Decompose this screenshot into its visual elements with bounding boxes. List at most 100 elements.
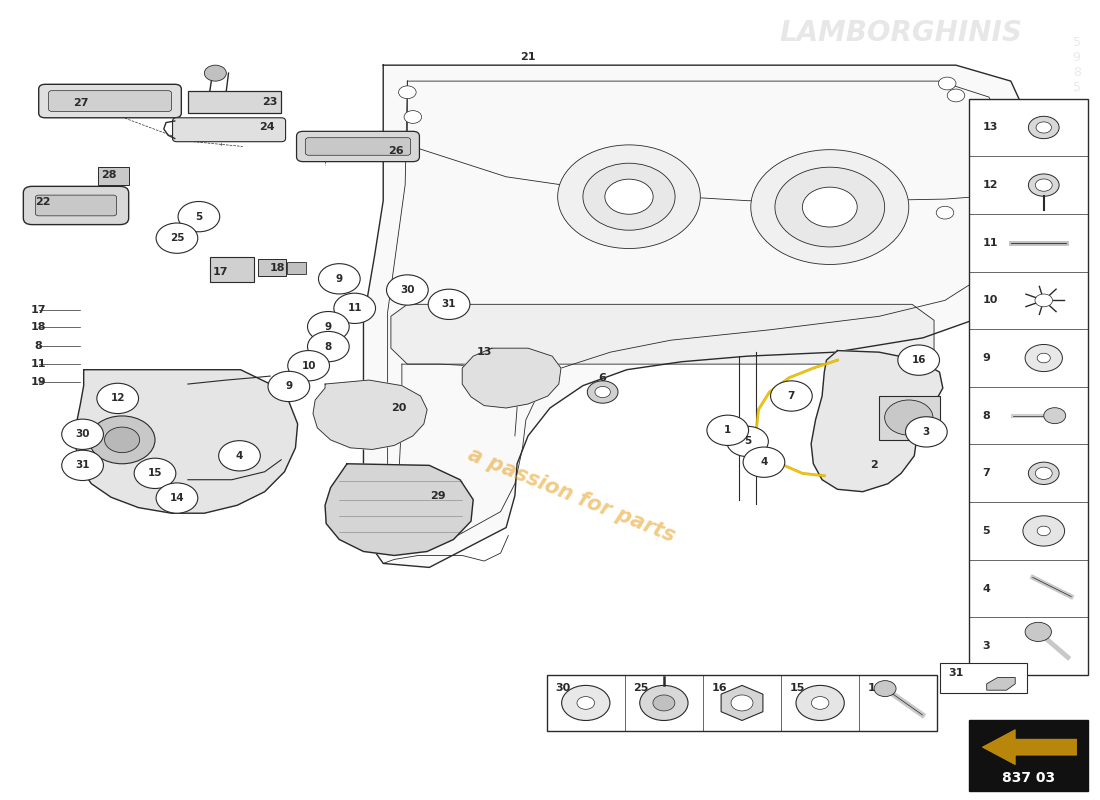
Circle shape bbox=[428, 289, 470, 319]
Circle shape bbox=[205, 65, 227, 81]
Circle shape bbox=[562, 686, 609, 721]
Text: 9: 9 bbox=[285, 382, 293, 391]
FancyBboxPatch shape bbox=[879, 396, 939, 440]
Text: 29: 29 bbox=[430, 490, 446, 501]
Polygon shape bbox=[722, 686, 763, 721]
FancyBboxPatch shape bbox=[306, 138, 410, 155]
Polygon shape bbox=[462, 348, 561, 408]
Circle shape bbox=[1025, 622, 1052, 642]
Text: 25: 25 bbox=[169, 233, 184, 243]
Circle shape bbox=[732, 695, 754, 711]
Text: 18: 18 bbox=[31, 322, 46, 333]
Circle shape bbox=[134, 458, 176, 489]
FancyBboxPatch shape bbox=[188, 90, 282, 113]
Text: 5
9
8
5: 5 9 8 5 bbox=[1072, 36, 1080, 94]
Text: 4: 4 bbox=[760, 457, 768, 467]
FancyBboxPatch shape bbox=[547, 675, 937, 731]
Circle shape bbox=[1023, 516, 1065, 546]
Circle shape bbox=[595, 386, 610, 398]
Text: 14: 14 bbox=[169, 493, 185, 503]
Text: 15: 15 bbox=[147, 468, 163, 478]
Circle shape bbox=[308, 331, 349, 362]
Text: 31: 31 bbox=[442, 299, 456, 310]
Text: 12: 12 bbox=[982, 180, 998, 190]
Text: 30: 30 bbox=[556, 683, 571, 693]
Circle shape bbox=[583, 163, 675, 230]
Polygon shape bbox=[987, 678, 1015, 690]
Polygon shape bbox=[326, 464, 473, 555]
Text: 5: 5 bbox=[982, 526, 990, 536]
Circle shape bbox=[640, 686, 688, 721]
Text: 2: 2 bbox=[870, 460, 878, 470]
FancyBboxPatch shape bbox=[35, 195, 117, 216]
FancyBboxPatch shape bbox=[98, 167, 129, 185]
Circle shape bbox=[1037, 354, 1050, 363]
Circle shape bbox=[268, 371, 310, 402]
Text: 9: 9 bbox=[324, 322, 332, 332]
Text: 8: 8 bbox=[324, 342, 332, 351]
Circle shape bbox=[319, 264, 360, 294]
Text: LAMBORGHINIS: LAMBORGHINIS bbox=[780, 19, 1023, 47]
Circle shape bbox=[1028, 462, 1059, 485]
FancyBboxPatch shape bbox=[287, 262, 307, 274]
FancyBboxPatch shape bbox=[258, 259, 286, 277]
Text: 16: 16 bbox=[712, 683, 727, 693]
Circle shape bbox=[984, 234, 1002, 247]
FancyBboxPatch shape bbox=[210, 257, 254, 282]
Circle shape bbox=[774, 167, 884, 247]
Text: 7: 7 bbox=[982, 468, 990, 478]
FancyBboxPatch shape bbox=[23, 186, 129, 225]
Circle shape bbox=[89, 416, 155, 464]
Text: 837 03: 837 03 bbox=[1002, 771, 1055, 785]
Text: 24: 24 bbox=[260, 122, 275, 131]
Circle shape bbox=[288, 350, 330, 381]
Circle shape bbox=[874, 681, 896, 697]
Circle shape bbox=[156, 483, 198, 514]
Text: 9: 9 bbox=[336, 274, 343, 284]
Text: 19: 19 bbox=[31, 378, 46, 387]
Text: 31: 31 bbox=[75, 460, 90, 470]
Text: 23: 23 bbox=[263, 97, 278, 107]
Polygon shape bbox=[363, 65, 1033, 567]
Circle shape bbox=[653, 695, 675, 711]
Circle shape bbox=[987, 194, 1004, 207]
FancyBboxPatch shape bbox=[48, 90, 172, 111]
Text: 18: 18 bbox=[271, 263, 286, 274]
Text: 28: 28 bbox=[101, 170, 117, 180]
Circle shape bbox=[587, 381, 618, 403]
Text: 4: 4 bbox=[982, 583, 990, 594]
Text: 12: 12 bbox=[110, 394, 125, 403]
Circle shape bbox=[796, 686, 845, 721]
Circle shape bbox=[97, 383, 139, 414]
Circle shape bbox=[386, 275, 428, 305]
Text: 27: 27 bbox=[73, 98, 88, 109]
Circle shape bbox=[178, 202, 220, 232]
Circle shape bbox=[884, 400, 933, 435]
Text: 17: 17 bbox=[213, 267, 229, 278]
Circle shape bbox=[707, 415, 749, 446]
Circle shape bbox=[156, 223, 198, 254]
Text: 14: 14 bbox=[868, 683, 883, 693]
Text: 11: 11 bbox=[348, 303, 362, 314]
Text: 11: 11 bbox=[982, 238, 998, 248]
Circle shape bbox=[219, 441, 261, 471]
Circle shape bbox=[398, 86, 416, 98]
Text: 16: 16 bbox=[912, 355, 926, 365]
Circle shape bbox=[558, 145, 701, 249]
FancyBboxPatch shape bbox=[969, 98, 1088, 675]
Text: 5: 5 bbox=[196, 212, 202, 222]
Text: 1: 1 bbox=[724, 426, 732, 435]
Circle shape bbox=[308, 311, 349, 342]
Text: 13: 13 bbox=[476, 347, 492, 357]
FancyBboxPatch shape bbox=[297, 131, 419, 162]
Text: 25: 25 bbox=[634, 683, 649, 693]
Text: 20: 20 bbox=[390, 403, 406, 413]
Text: 10: 10 bbox=[301, 361, 316, 370]
Circle shape bbox=[770, 381, 812, 411]
Text: 31: 31 bbox=[948, 668, 964, 678]
Text: 6: 6 bbox=[598, 374, 606, 383]
Text: 7: 7 bbox=[788, 391, 795, 401]
Circle shape bbox=[727, 426, 768, 457]
Circle shape bbox=[744, 447, 784, 478]
Text: 4: 4 bbox=[235, 451, 243, 461]
